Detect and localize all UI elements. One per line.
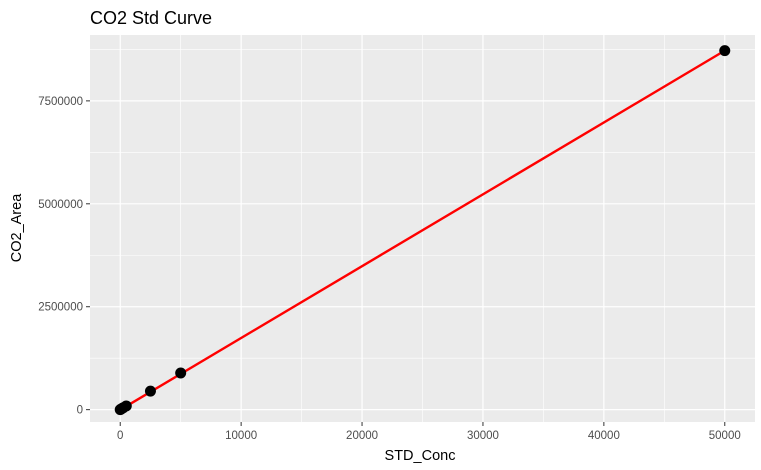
data-point xyxy=(175,367,187,379)
x-axis-title: STD_Conc xyxy=(385,448,456,464)
data-point xyxy=(719,45,731,57)
data-point xyxy=(120,400,132,412)
y-tick-label: 5000000 xyxy=(38,199,83,211)
data-point xyxy=(144,385,156,397)
x-tick-label: 50000 xyxy=(709,430,741,442)
fit-line xyxy=(119,49,726,412)
chart-title: CO2 Std Curve xyxy=(90,8,212,28)
y-tick-label: 7500000 xyxy=(38,96,83,108)
y-axis: 0 2500000 5000000 7500000 xyxy=(38,96,90,417)
y-axis-title: CO2_Area xyxy=(9,193,25,262)
x-tick-label: 30000 xyxy=(467,430,499,442)
x-tick-label: 20000 xyxy=(346,430,378,442)
y-tick-label: 0 xyxy=(77,405,83,417)
x-axis: 0 10000 20000 30000 40000 50000 xyxy=(117,422,741,442)
x-tick-label: 10000 xyxy=(225,430,257,442)
y-tick-label: 2500000 xyxy=(38,302,83,314)
fit-line-layer xyxy=(119,49,726,412)
major-gridlines xyxy=(90,35,755,422)
minor-gridlines xyxy=(90,35,755,422)
x-tick-label: 40000 xyxy=(588,430,620,442)
x-tick-label: 0 xyxy=(117,430,123,442)
data-points xyxy=(114,45,731,416)
